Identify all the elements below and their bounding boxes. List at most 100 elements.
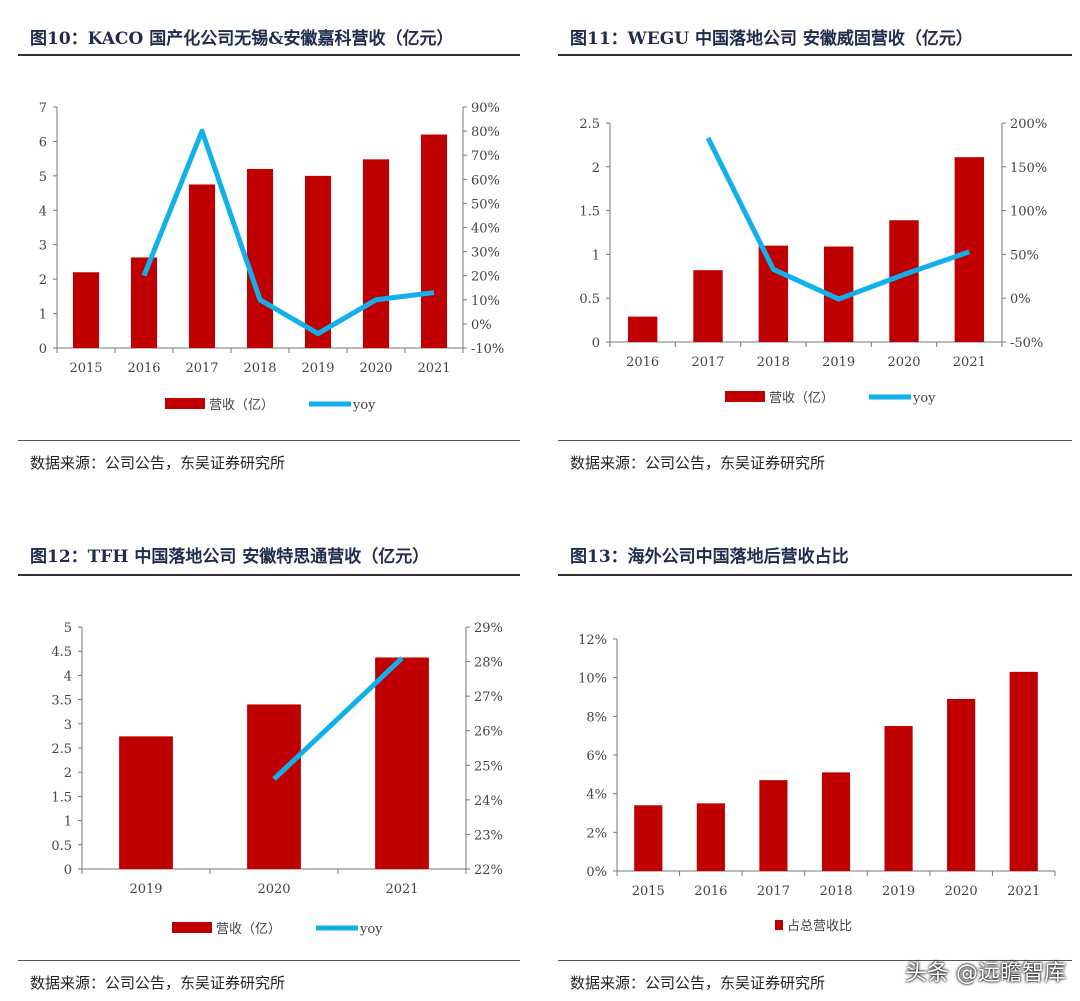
y-right-tick-label: 0%: [1010, 292, 1031, 307]
y-right-tick-label: 90%: [471, 101, 500, 116]
y-tick-label: 4: [64, 669, 72, 684]
y-tick-label: 1: [592, 248, 600, 263]
y-right-tick-label: 25%: [474, 759, 503, 774]
x-tick-label: 2021: [385, 882, 418, 897]
y-right-tick-label: 26%: [474, 725, 503, 740]
divider: [558, 574, 1072, 576]
legend-label: 占总营收比: [787, 919, 852, 934]
legend-label: yoy: [912, 391, 936, 406]
bar: [247, 704, 301, 869]
bar: [362, 159, 390, 348]
legend-swatch-bar: [172, 922, 212, 933]
y-tick-label: 5: [64, 621, 72, 636]
y-right-tick-label: 27%: [474, 690, 503, 705]
y-tick-label: 3: [39, 239, 47, 254]
y-tick-label: 10%: [578, 672, 607, 687]
y-right-tick-label: 80%: [471, 125, 500, 140]
y-tick-label: 0%: [586, 865, 607, 880]
y-tick-label: 6%: [586, 749, 607, 764]
source-note: 数据来源：公司公告，东吴证券研究所: [570, 454, 826, 472]
y-right-tick-label: 200%: [1010, 117, 1047, 132]
y-tick-label: 4: [39, 204, 47, 219]
y-tick-label: 4.5: [51, 645, 72, 660]
y-right-tick-label: 22%: [474, 863, 503, 878]
x-tick-label: 2021: [417, 361, 450, 376]
chart-title-fig10: 图10：KACO 国产化公司无锡&安徽嘉科营收（亿元）: [30, 29, 454, 49]
divider: [558, 960, 1072, 961]
bar: [758, 245, 789, 342]
y-right-tick-label: 70%: [471, 149, 500, 164]
y-tick-label: 12%: [578, 633, 607, 648]
y-tick-label: 0: [64, 863, 72, 878]
x-tick-label: 2020: [257, 882, 290, 897]
bar: [627, 316, 658, 342]
y-tick-label: 0.5: [51, 839, 72, 854]
y-tick-label: 1: [39, 308, 47, 323]
x-tick-label: 2017: [691, 355, 724, 370]
y-tick-label: 1.5: [51, 790, 72, 805]
source-note: 数据来源：公司公告，东吴证券研究所: [30, 974, 286, 992]
y-tick-label: 5: [39, 170, 47, 185]
y-tick-label: 0: [39, 342, 47, 357]
y-tick-label: 2: [64, 766, 72, 781]
x-tick-label: 2019: [301, 361, 334, 376]
divider: [18, 440, 520, 441]
bar: [119, 736, 173, 869]
y-tick-label: 4%: [586, 788, 607, 803]
legend-label: 营收（亿）: [769, 391, 834, 406]
y-right-tick-label: 20%: [471, 270, 500, 285]
y-tick-label: 2: [39, 273, 47, 288]
chart-title-fig11: 图11：WEGU 中国落地公司 安徽威固营收（亿元）: [570, 29, 973, 49]
x-tick-label: 2016: [127, 361, 160, 376]
y-right-tick-label: 50%: [471, 197, 500, 212]
chart-title-fig12: 图12：TFH 中国落地公司 安徽特思通营收（亿元）: [30, 547, 430, 567]
divider: [18, 574, 520, 576]
x-tick-label: 2021: [1007, 884, 1040, 899]
source-note: 数据来源：公司公告，东吴证券研究所: [570, 974, 826, 992]
y-tick-label: 1.5: [579, 205, 600, 220]
bar: [72, 272, 100, 348]
bar: [884, 726, 913, 871]
x-tick-label: 2015: [69, 361, 102, 376]
yoy-line: [141, 128, 435, 337]
legend-label: yoy: [352, 398, 376, 413]
y-tick-label: 6: [39, 135, 47, 150]
y-tick-label: 3.5: [51, 694, 72, 709]
bar: [246, 168, 274, 348]
y-tick-label: 0.5: [579, 292, 600, 307]
bar: [375, 657, 429, 869]
x-tick-label: 2020: [945, 884, 978, 899]
bar: [696, 803, 725, 871]
bar: [759, 780, 788, 871]
y-right-tick-label: 60%: [471, 173, 500, 188]
y-right-tick-label: 29%: [474, 621, 503, 636]
y-tick-label: 1: [64, 815, 72, 830]
bar: [821, 772, 851, 871]
y-right-tick-label: -50%: [1010, 336, 1043, 351]
x-tick-label: 2017: [185, 361, 218, 376]
yoy-line: [272, 656, 404, 781]
y-right-tick-label: 30%: [471, 246, 500, 261]
bar: [1009, 671, 1038, 871]
y-right-tick-label: 10%: [471, 294, 500, 309]
divider: [558, 440, 1072, 441]
chart-title-fig13: 图13：海外公司中国落地后营收占比: [570, 547, 849, 567]
bar: [889, 220, 919, 342]
x-tick-label: 2018: [819, 884, 852, 899]
y-right-tick-label: 40%: [471, 222, 500, 237]
x-tick-label: 2021: [953, 355, 986, 370]
bar: [693, 270, 723, 342]
y-tick-label: 8%: [586, 710, 607, 725]
x-tick-label: 2017: [757, 884, 790, 899]
divider: [18, 54, 520, 56]
x-tick-label: 2015: [632, 884, 665, 899]
y-tick-label: 2.5: [51, 742, 72, 757]
y-tick-label: 3: [64, 718, 72, 733]
bar: [304, 175, 332, 348]
x-tick-label: 2018: [243, 361, 276, 376]
x-tick-label: 2019: [129, 882, 162, 897]
legend-swatch-bar: [165, 398, 205, 409]
legend-label: 营收（亿）: [216, 922, 281, 937]
